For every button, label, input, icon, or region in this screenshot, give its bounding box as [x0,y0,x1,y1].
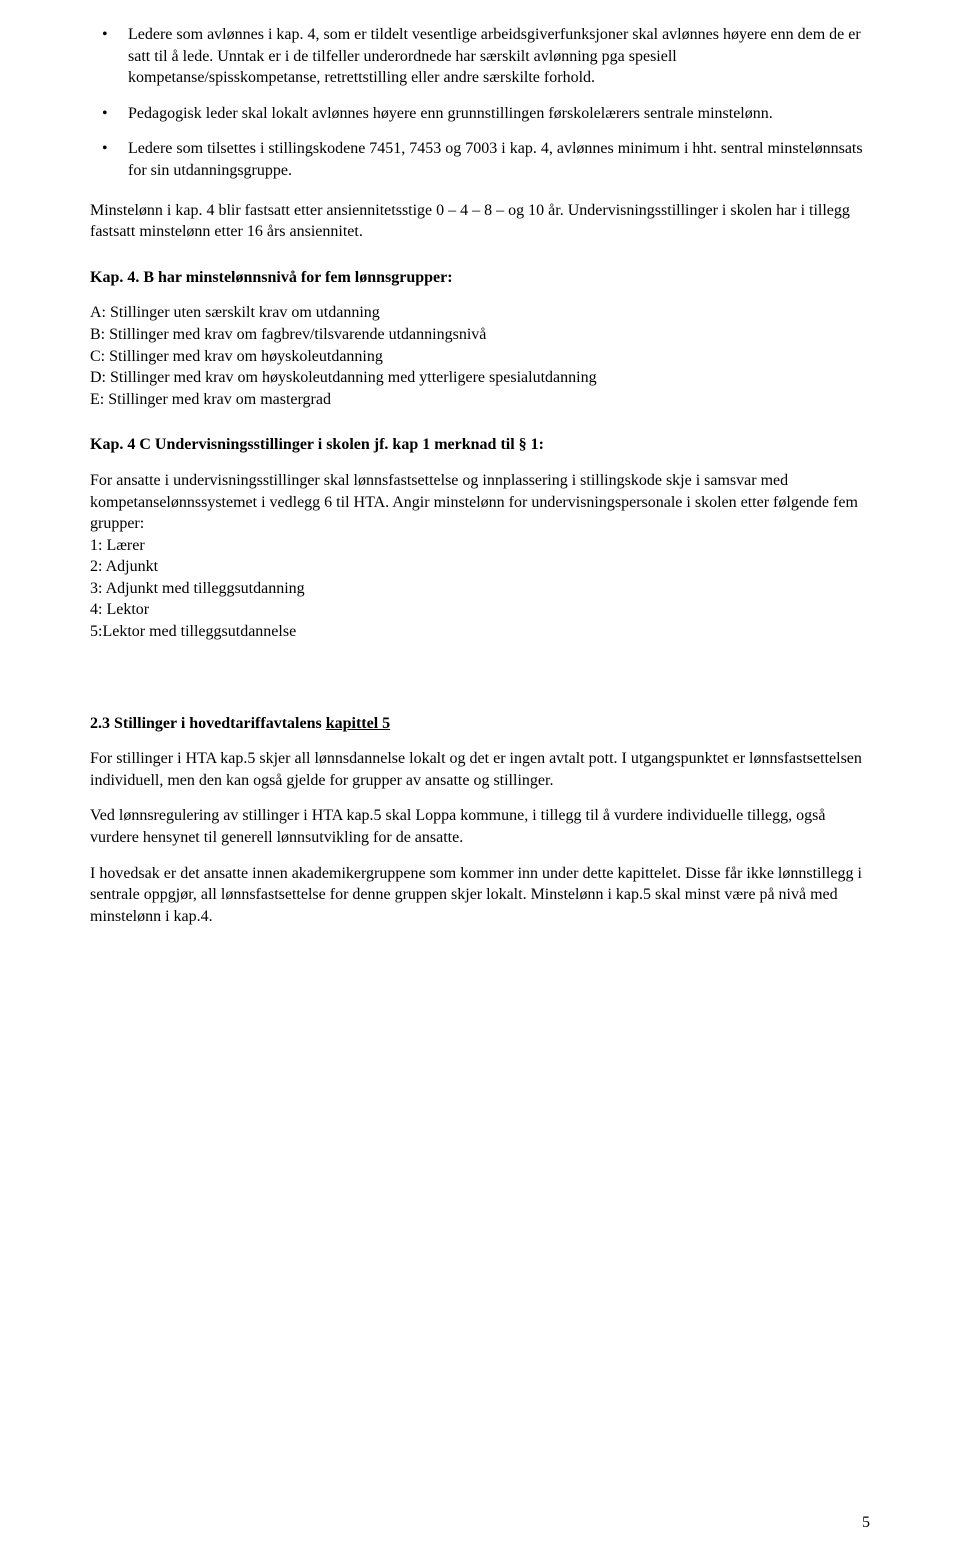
group-list-4c: 1: Lærer 2: Adjunkt 3: Adjunkt med tille… [90,535,870,643]
paragraph-2-3-1: For stillinger i HTA kap.5 skjer all løn… [90,748,870,791]
group-item: B: Stillinger med krav om fagbrev/tilsva… [90,324,870,346]
paragraph-minstelonn: Minstelønn i kap. 4 blir fastsatt etter … [90,200,870,243]
bullet-list: Ledere som avlønnes i kap. 4, som er til… [90,24,870,182]
group-item: 4: Lektor [90,599,870,621]
heading-2-3-underline: kapittel 5 [326,715,390,732]
paragraph-2-3-3: I hovedsak er det ansatte innen akademik… [90,863,870,928]
heading-kap4c: Kap. 4 C Undervisningsstillinger i skole… [90,434,870,456]
page-number: 5 [862,1512,870,1534]
group-item: D: Stillinger med krav om høyskoleutdann… [90,367,870,389]
group-item: 3: Adjunkt med tilleggsutdanning [90,578,870,600]
bullet-item: Ledere som avlønnes i kap. 4, som er til… [90,24,870,89]
group-item: 2: Adjunkt [90,556,870,578]
bullet-item: Ledere som tilsettes i stillingskodene 7… [90,138,870,181]
group-item: 1: Lærer [90,535,870,557]
group-item: C: Stillinger med krav om høyskoleutdann… [90,346,870,368]
bullet-item: Pedagogisk leder skal lokalt avlønnes hø… [90,103,870,125]
paragraph-2-3-2: Ved lønnsregulering av stillinger i HTA … [90,805,870,848]
heading-2-3-prefix: 2.3 Stillinger i hovedtariffavtalens [90,715,326,732]
heading-kap4b: Kap. 4. B har minstelønnsnivå for fem lø… [90,267,870,289]
group-item: A: Stillinger uten særskilt krav om utda… [90,302,870,324]
heading-2-3: 2.3 Stillinger i hovedtariffavtalens kap… [90,713,870,735]
group-item: 5:Lektor med tilleggsutdannelse [90,621,870,643]
paragraph-4c: For ansatte i undervisningsstillinger sk… [90,470,870,535]
group-list-4b: A: Stillinger uten særskilt krav om utda… [90,302,870,410]
group-item: E: Stillinger med krav om mastergrad [90,389,870,411]
